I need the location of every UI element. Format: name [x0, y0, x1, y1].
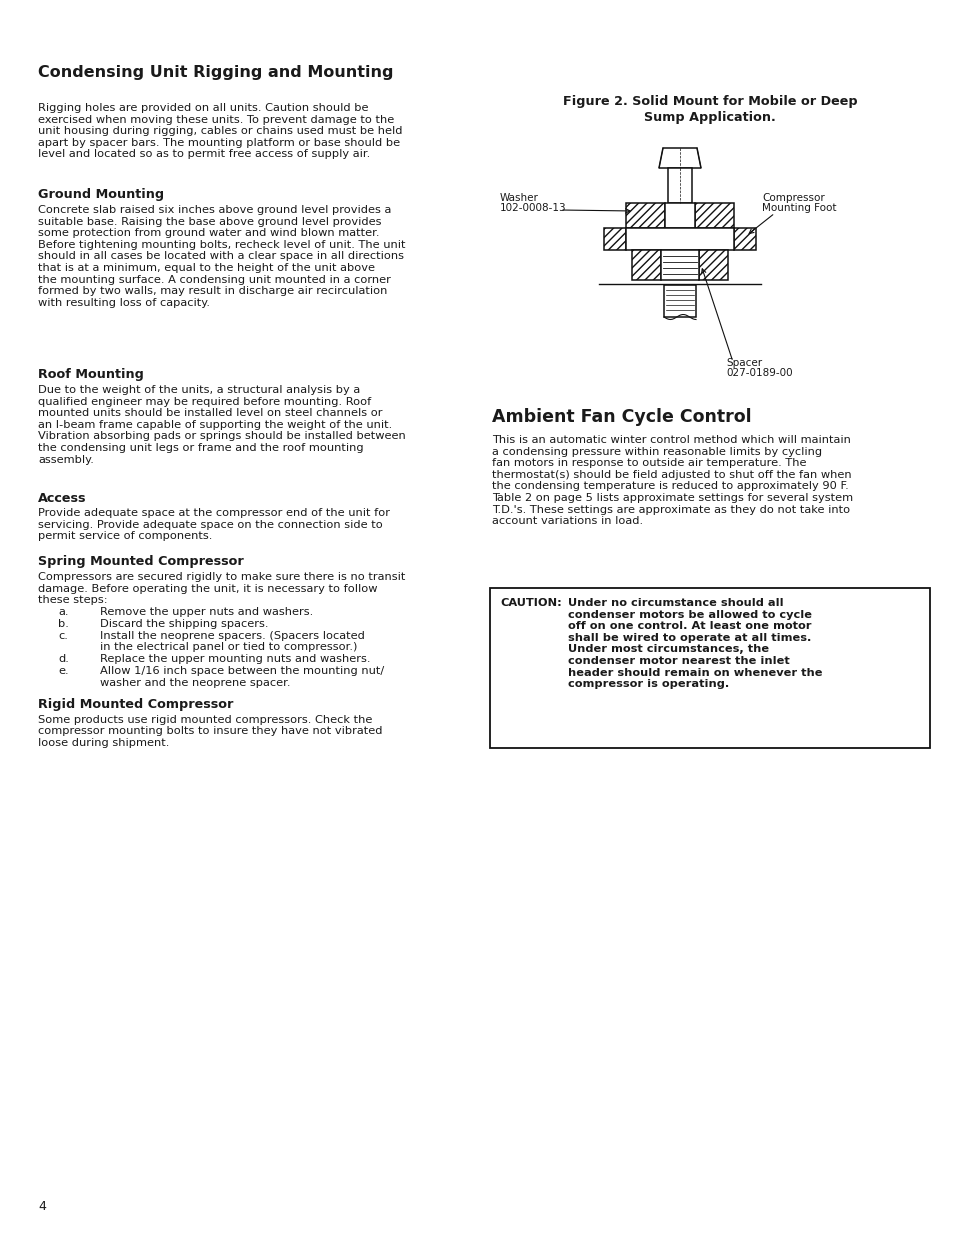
Polygon shape — [695, 203, 733, 228]
Text: 4: 4 — [38, 1200, 46, 1213]
Bar — [625, 228, 733, 249]
Text: e.: e. — [58, 666, 69, 676]
Text: Figure 2. Solid Mount for Mobile or Deep: Figure 2. Solid Mount for Mobile or Deep — [562, 95, 857, 107]
Text: Some products use rigid mounted compressors. Check the
compressor mounting bolts: Some products use rigid mounted compress… — [38, 715, 382, 748]
Bar — [664, 203, 695, 228]
Text: Under no circumstance should all
condenser motors be allowed to cycle
off on one: Under no circumstance should all condens… — [567, 598, 821, 689]
Text: Spring Mounted Compressor: Spring Mounted Compressor — [38, 555, 244, 568]
Text: Mounting Foot: Mounting Foot — [761, 203, 836, 212]
Text: 102-0008-13: 102-0008-13 — [499, 203, 566, 212]
Text: c.: c. — [58, 631, 68, 641]
Text: Ambient Fan Cycle Control: Ambient Fan Cycle Control — [492, 408, 751, 426]
Text: Rigid Mounted Compressor: Rigid Mounted Compressor — [38, 698, 233, 710]
Text: Discard the shipping spacers.: Discard the shipping spacers. — [100, 619, 268, 629]
Bar — [490, 588, 929, 748]
Text: This is an automatic winter control method which will maintain
a condensing pres: This is an automatic winter control meth… — [492, 435, 852, 526]
Text: CAUTION:: CAUTION: — [499, 598, 561, 608]
Text: 027-0189-00: 027-0189-00 — [725, 368, 792, 378]
Text: a.: a. — [58, 606, 69, 618]
Text: Provide adequate space at the compressor end of the unit for
servicing. Provide : Provide adequate space at the compressor… — [38, 508, 390, 541]
Text: b.: b. — [58, 619, 69, 629]
Text: Access: Access — [38, 492, 87, 505]
Polygon shape — [625, 203, 664, 228]
Text: Ground Mounting: Ground Mounting — [38, 188, 164, 201]
Polygon shape — [733, 228, 755, 249]
Bar — [660, 249, 699, 280]
Text: Allow 1/16 inch space between the mounting nut/: Allow 1/16 inch space between the mounti… — [100, 666, 384, 676]
Text: Washer: Washer — [499, 193, 538, 203]
Text: Condensing Unit Rigging and Mounting: Condensing Unit Rigging and Mounting — [38, 65, 393, 80]
Text: washer and the neoprene spacer.: washer and the neoprene spacer. — [100, 678, 291, 688]
Text: Install the neoprene spacers. (Spacers located: Install the neoprene spacers. (Spacers l… — [100, 631, 364, 641]
Text: Concrete slab raised six inches above ground level provides a
suitable base. Rai: Concrete slab raised six inches above gr… — [38, 205, 405, 308]
Text: Remove the upper nuts and washers.: Remove the upper nuts and washers. — [100, 606, 313, 618]
Text: Spacer: Spacer — [725, 358, 761, 368]
Text: Due to the weight of the units, a structural analysis by a
qualified engineer ma: Due to the weight of the units, a struct… — [38, 385, 405, 464]
Polygon shape — [603, 228, 625, 249]
Bar — [663, 285, 696, 317]
Text: Roof Mounting: Roof Mounting — [38, 368, 144, 382]
Text: Sump Application.: Sump Application. — [643, 111, 775, 124]
Polygon shape — [631, 249, 660, 280]
Polygon shape — [699, 249, 727, 280]
Bar — [667, 168, 691, 203]
Polygon shape — [659, 148, 700, 168]
Text: Rigging holes are provided on all units. Caution should be
exercised when moving: Rigging holes are provided on all units.… — [38, 103, 402, 159]
Text: Replace the upper mounting nuts and washers.: Replace the upper mounting nuts and wash… — [100, 655, 370, 664]
Text: in the electrical panel or tied to compressor.): in the electrical panel or tied to compr… — [100, 642, 357, 652]
Text: d.: d. — [58, 655, 69, 664]
Text: Compressor: Compressor — [761, 193, 824, 203]
Text: Compressors are secured rigidly to make sure there is no transit
damage. Before : Compressors are secured rigidly to make … — [38, 572, 405, 605]
